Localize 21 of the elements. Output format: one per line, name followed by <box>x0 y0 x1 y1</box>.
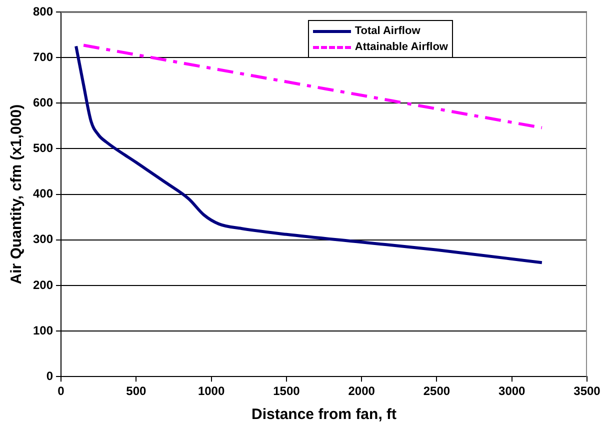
y-tick-label: 500 <box>32 141 54 156</box>
x-tick-label: 1500 <box>273 384 300 398</box>
y-axis-title: Air Quantity, cfm (x1,000) <box>8 104 26 284</box>
y-tick-label: 100 <box>32 323 54 338</box>
y-tick-label: 200 <box>32 278 54 292</box>
y-tick-label: 800 <box>32 4 54 18</box>
x-tick-label: 1000 <box>198 384 225 398</box>
y-tick-label: 700 <box>32 50 54 64</box>
y-tick-label: 600 <box>32 95 54 110</box>
legend-label: Total Airflow <box>354 25 420 37</box>
x-tick-label: 2500 <box>423 384 450 398</box>
y-tick-label: 400 <box>32 186 54 201</box>
x-tick-label: 3500 <box>574 384 601 398</box>
x-tick-label: 0 <box>58 384 65 398</box>
y-tick-label: 0 <box>46 368 54 383</box>
x-tick-label: 3000 <box>498 384 526 398</box>
legend-label: Attainable Airflow <box>354 41 448 53</box>
x-tick-label: 2000 <box>348 384 376 398</box>
x-axis-title: Distance from fan, ft <box>251 406 397 424</box>
x-tick-label: 500 <box>126 384 146 398</box>
y-tick-label: 300 <box>32 232 54 246</box>
